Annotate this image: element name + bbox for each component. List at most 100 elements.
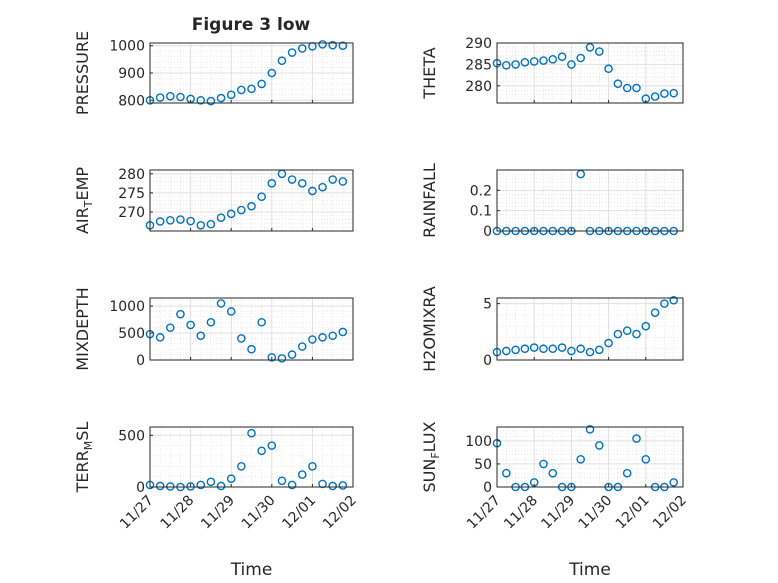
y-axis-label: H2OMIXRA: [420, 286, 439, 372]
y-tick-label: 1000: [109, 39, 145, 55]
axes-box: [496, 297, 684, 361]
y-tick-label: 280: [118, 167, 145, 183]
y-tick-label: 500: [118, 428, 145, 444]
data-point: [567, 346, 576, 356]
x-tick-label: 11/27: [117, 493, 157, 533]
data-point: [318, 40, 327, 49]
data-point: [632, 83, 641, 93]
data-point: [155, 217, 165, 226]
x-tick-label: 11/29: [198, 493, 238, 533]
y-tick-label: 1000: [109, 299, 145, 315]
x-tick-label: 11/30: [576, 493, 616, 533]
axes-box: [496, 426, 684, 488]
data-point: [216, 299, 226, 308]
axes-box: [496, 42, 684, 104]
data-point: [622, 468, 632, 478]
x-tick-label: 12/02: [650, 493, 690, 533]
data-point: [548, 344, 558, 354]
data-point: [165, 482, 175, 491]
y-tick-label: 50: [474, 457, 492, 473]
data-point: [557, 52, 567, 62]
data-point: [669, 478, 679, 487]
data-point: [576, 455, 586, 464]
x-tick-label: 12/02: [320, 493, 360, 533]
data-point: [226, 209, 236, 219]
data-point: [237, 205, 246, 215]
data-point: [328, 175, 338, 184]
y-axis-label: RAINFALL: [420, 163, 439, 238]
data-point: [176, 92, 185, 102]
subplot-mixdepth: 0 500 1000 MIXDEPTH: [73, 287, 354, 371]
data-point: [650, 308, 660, 317]
data-point: [650, 92, 660, 101]
y-tick-label: 900: [118, 66, 145, 82]
data-point: [277, 476, 287, 486]
data-point: [237, 334, 246, 343]
y-tick-label: 5: [483, 297, 492, 313]
data-point: [237, 462, 246, 471]
data-point: [216, 93, 226, 103]
data-point: [548, 468, 558, 478]
data-point: [557, 343, 567, 352]
data-point: [511, 345, 520, 355]
y-tick-label: 0: [136, 353, 145, 369]
x-tick-label: 11/29: [538, 493, 578, 533]
y-axis-label: PRESSURE: [73, 31, 92, 115]
y-tick-label: 0: [136, 480, 145, 496]
data-point: [501, 468, 511, 478]
data-point: [338, 481, 348, 490]
data-point: [186, 320, 195, 330]
data-point: [165, 216, 175, 225]
data-point: [297, 342, 307, 351]
data-point: [595, 47, 604, 56]
data-point: [632, 329, 641, 339]
data-point: [267, 441, 277, 450]
data-point: [308, 335, 317, 344]
data-point: [328, 481, 338, 491]
data-point: [196, 95, 206, 105]
y-tick-label: 290: [465, 36, 492, 52]
data-point: [206, 96, 216, 106]
data-point: [226, 90, 236, 100]
data-point: [196, 331, 206, 341]
data-point: [206, 219, 216, 229]
data-point: [297, 470, 307, 479]
data-point: [669, 88, 679, 98]
data-point: [206, 317, 216, 327]
y-tick-label: 0.1: [470, 204, 492, 220]
y-tick-label: 275: [118, 186, 145, 202]
data-point: [318, 182, 327, 192]
data-point: [613, 79, 623, 89]
data-point: [585, 42, 595, 52]
data-point: [186, 216, 195, 226]
data-point: [247, 344, 256, 354]
data-point: [576, 344, 586, 354]
data-point: [539, 56, 548, 65]
data-point: [520, 344, 530, 354]
data-point: [338, 41, 348, 51]
data-point: [622, 326, 632, 335]
data-point: [529, 57, 539, 66]
y-tick-label: 0: [483, 480, 492, 496]
subplot-h2omixra: 0 5 H2OMIXRA: [420, 286, 684, 372]
data-point: [585, 347, 595, 357]
data-point: [247, 428, 256, 438]
data-point: [155, 333, 165, 342]
y-axis-label: MIXDEPTH: [73, 287, 92, 370]
data-point: [247, 201, 256, 211]
data-point: [520, 57, 530, 67]
data-point: [226, 474, 236, 484]
data-point: [660, 89, 669, 98]
data-point: [287, 175, 297, 184]
x-tick-label: 12/01: [613, 493, 653, 533]
data-point: [176, 309, 185, 319]
y-tick-label: 100: [465, 434, 492, 450]
y-tick-label: 0.2: [470, 183, 492, 199]
data-point: [622, 83, 632, 93]
data-point: [529, 343, 539, 352]
data-point: [267, 353, 277, 362]
axes-box: [149, 169, 354, 232]
data-point: [237, 85, 246, 95]
